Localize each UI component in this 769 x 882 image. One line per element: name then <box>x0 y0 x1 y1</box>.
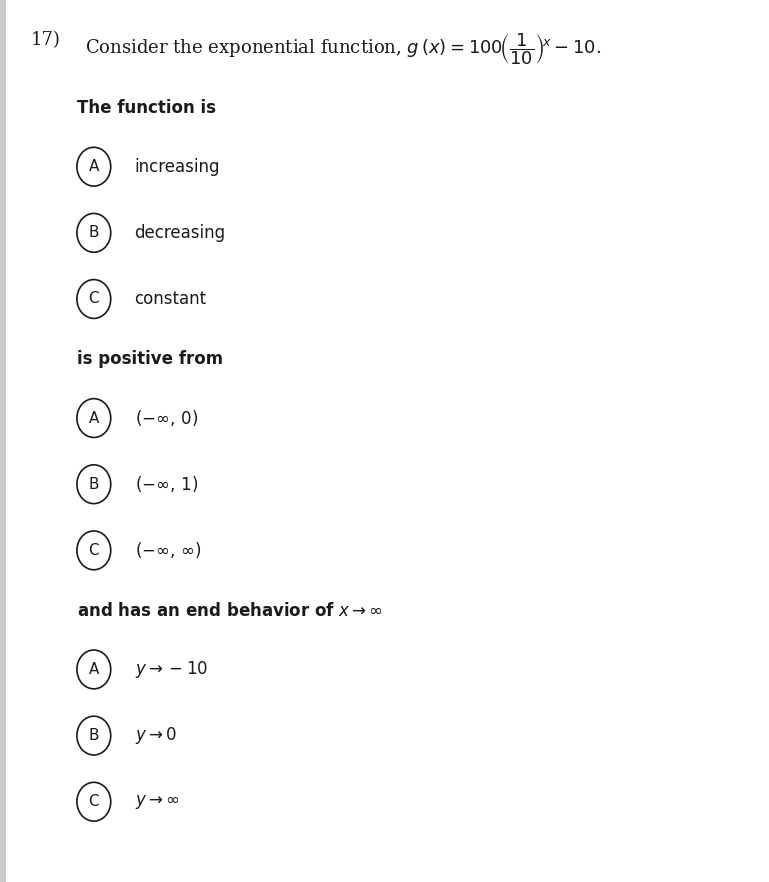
Text: $(-\infty,\,\infty)$: $(-\infty,\,\infty)$ <box>135 541 201 560</box>
Text: $y \to -10$: $y \to -10$ <box>135 659 208 680</box>
FancyBboxPatch shape <box>0 0 6 882</box>
Text: 17): 17) <box>31 31 61 49</box>
Text: and has an end behavior of $x \to \infty$: and has an end behavior of $x \to \infty… <box>77 602 383 619</box>
Text: $y \to 0$: $y \to 0$ <box>135 725 177 746</box>
Text: $(-\infty,\,0)$: $(-\infty,\,0)$ <box>135 408 198 428</box>
Text: B: B <box>88 728 99 744</box>
Text: increasing: increasing <box>135 158 220 176</box>
Text: A: A <box>88 410 99 426</box>
Text: C: C <box>88 291 99 307</box>
Text: C: C <box>88 794 99 810</box>
Text: constant: constant <box>135 290 207 308</box>
Text: $(-\infty,\,1)$: $(-\infty,\,1)$ <box>135 475 198 494</box>
Text: C: C <box>88 542 99 558</box>
Text: B: B <box>88 225 99 241</box>
Text: is positive from: is positive from <box>77 350 223 368</box>
Text: A: A <box>88 159 99 175</box>
Text: Consider the exponential function, $g\,(x) = 100\!\left(\dfrac{1}{10}\right)^{\!: Consider the exponential function, $g\,(… <box>85 31 601 66</box>
Text: The function is: The function is <box>77 99 216 116</box>
Text: B: B <box>88 476 99 492</box>
Text: decreasing: decreasing <box>135 224 225 242</box>
Text: $y \to \infty$: $y \to \infty$ <box>135 793 179 811</box>
Text: A: A <box>88 662 99 677</box>
